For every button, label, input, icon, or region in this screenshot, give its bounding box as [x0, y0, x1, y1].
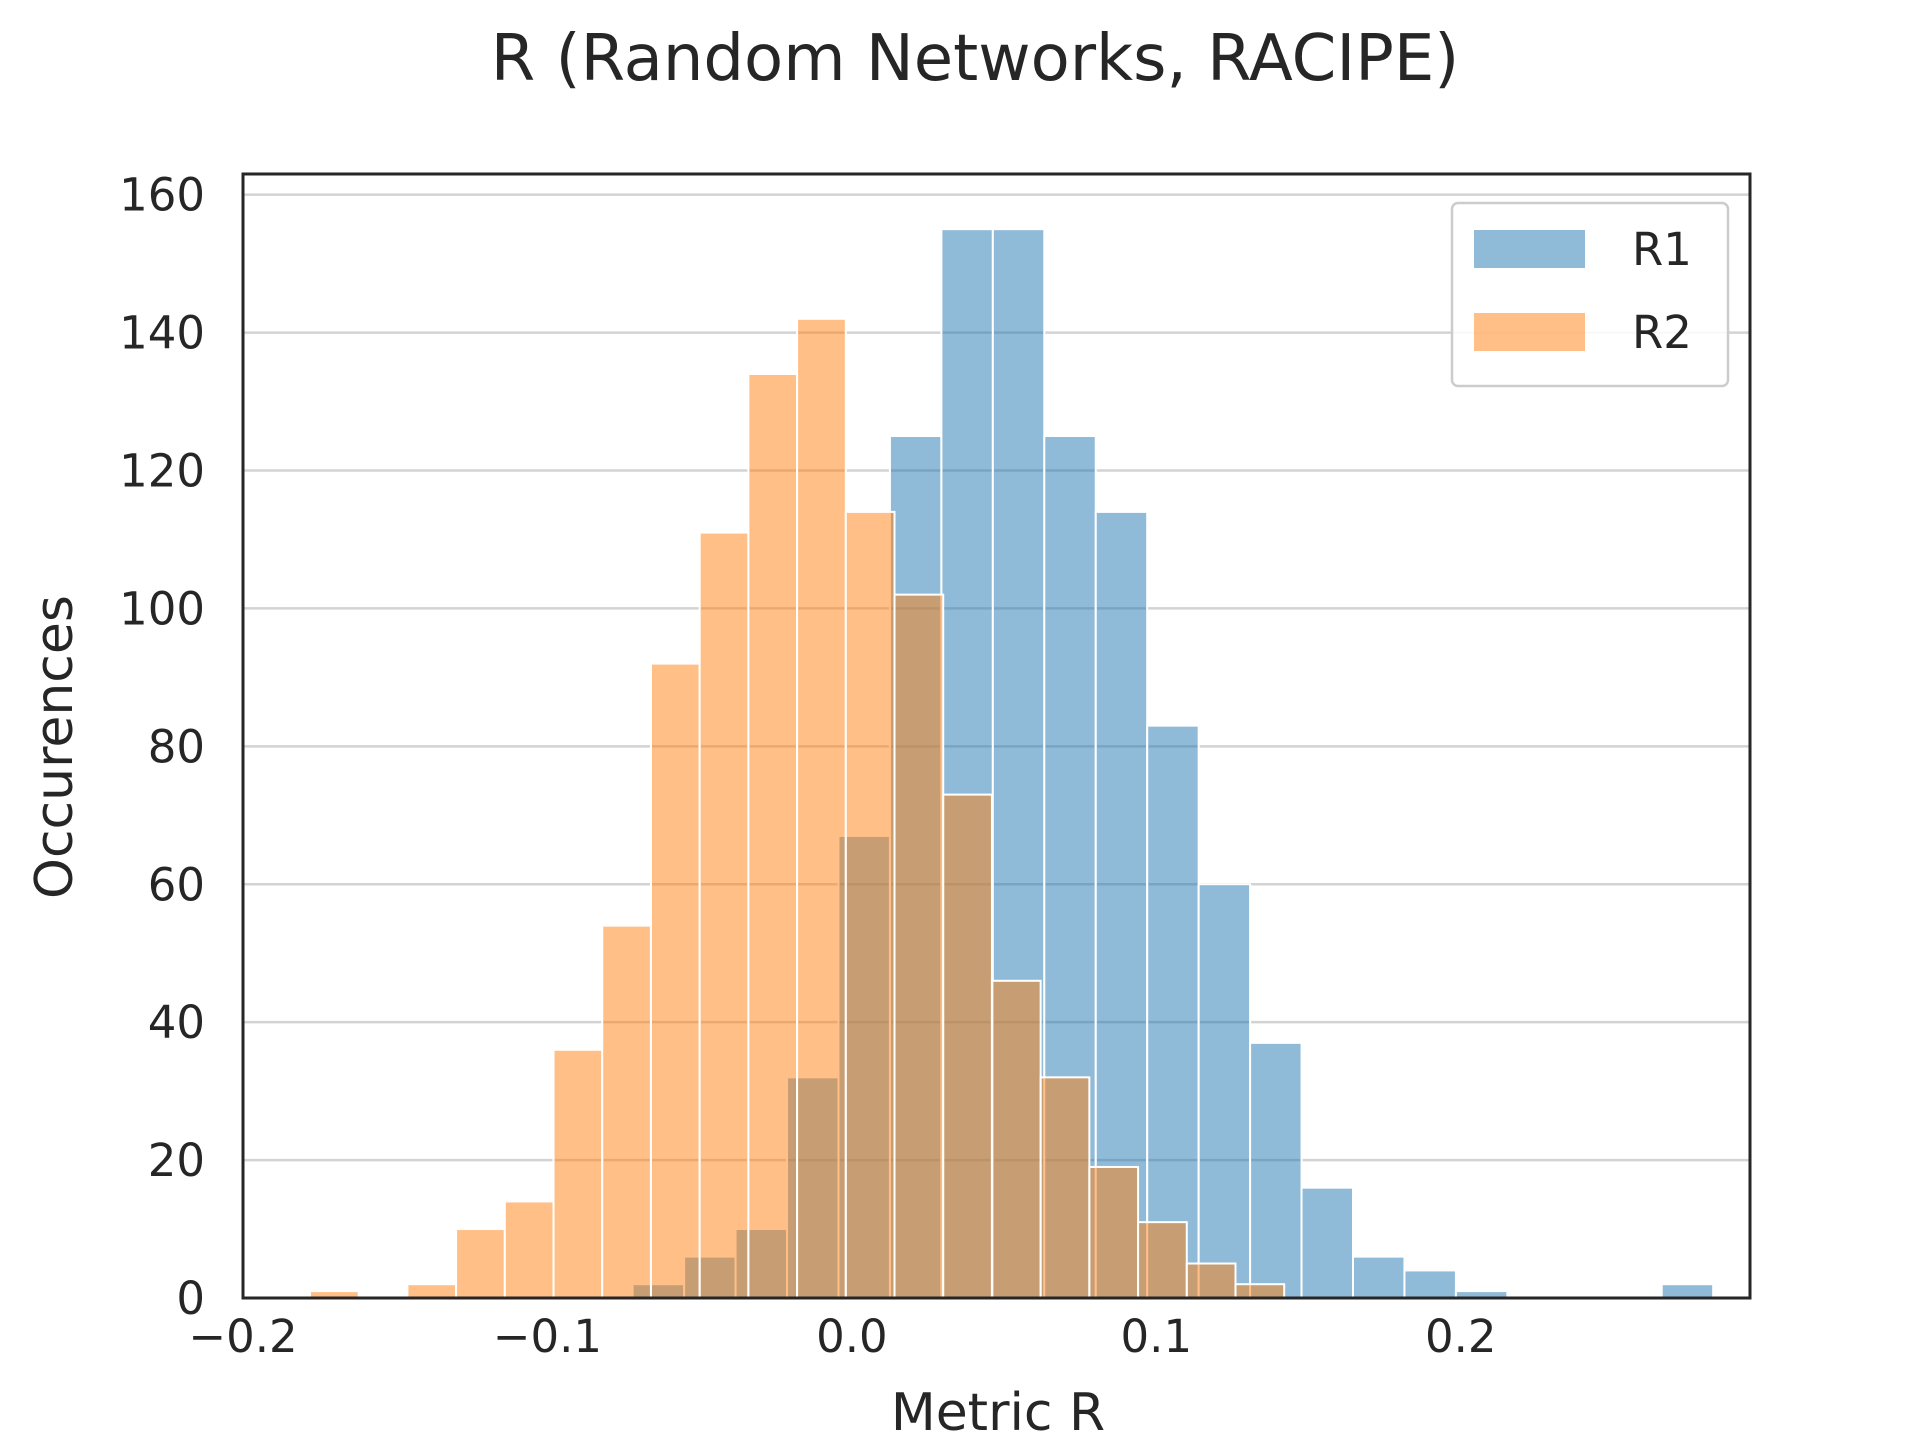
x-axis-ticks: −0.2 −0.1 0.0 0.1 0.2	[188, 1310, 1496, 1363]
legend-swatch-r1	[1474, 230, 1585, 268]
y-tick-label-120: 120	[119, 445, 205, 498]
bar-r2-17	[1137, 1221, 1188, 1299]
legend-swatch-r2	[1474, 313, 1585, 351]
y-tick-label-60: 60	[148, 858, 205, 911]
x-tick-label-2: 0.0	[816, 1310, 888, 1363]
plot-frame	[241, 172, 1752, 1300]
bar-r2-2	[406, 1283, 458, 1300]
histogram-bars	[308, 228, 1715, 1300]
bar-r2-5	[552, 1048, 604, 1300]
bar-r1-14	[1352, 1255, 1406, 1299]
bar-r2-9	[747, 372, 799, 1299]
bar-r2-19	[1234, 1283, 1286, 1300]
bar-r1-20	[1660, 1283, 1715, 1300]
x-tick-label-1: −0.1	[493, 1310, 602, 1363]
bar-r2-11	[844, 510, 896, 1299]
y-axis-label: Occurences	[25, 595, 85, 899]
x-tick-label-3: 0.1	[1121, 1310, 1193, 1363]
bar-r2-18	[1185, 1262, 1237, 1300]
legend-label-r2: R2	[1632, 306, 1692, 359]
y-axis-ticks: 0 20 40 60 80 100 120 140 160	[119, 169, 205, 1325]
y-tick-label-140: 140	[119, 307, 205, 360]
x-tick-label-4: 0.2	[1425, 1310, 1497, 1363]
y-tick-label-160: 160	[119, 169, 205, 222]
bar-r2-16	[1088, 1165, 1140, 1299]
bar-r2-13	[942, 793, 993, 1300]
chart-title: R (Random Networks, RACIPE)	[491, 22, 1459, 96]
bar-r1-13	[1300, 1186, 1355, 1299]
bar-r2-8	[698, 531, 750, 1299]
legend: R1 R2	[1450, 201, 1730, 388]
x-tick-label-0: −0.2	[188, 1310, 297, 1363]
y-tick-label-40: 40	[148, 996, 205, 1049]
bar-r1-11	[1197, 883, 1252, 1300]
bar-r2-7	[649, 662, 701, 1299]
y-tick-label-80: 80	[148, 720, 205, 773]
bar-r2-14	[990, 979, 1042, 1299]
y-tick-label-0: 0	[176, 1272, 205, 1325]
bar-r2-6	[601, 924, 652, 1299]
bar-r1-12	[1249, 1041, 1303, 1299]
bar-r2-3	[455, 1228, 506, 1300]
bar-r1-15	[1403, 1269, 1457, 1300]
y-tick-label-100: 100	[119, 582, 205, 635]
bar-r1-10	[1146, 724, 1200, 1299]
bar-r2-10	[796, 317, 847, 1299]
bar-r2-12	[893, 593, 945, 1299]
bar-r2-15	[1039, 1076, 1091, 1299]
y-tick-label-20: 20	[148, 1134, 205, 1187]
legend-label-r1: R1	[1632, 223, 1692, 276]
x-axis-label: Metric R	[891, 1383, 1105, 1440]
bar-r2-4	[503, 1200, 555, 1299]
